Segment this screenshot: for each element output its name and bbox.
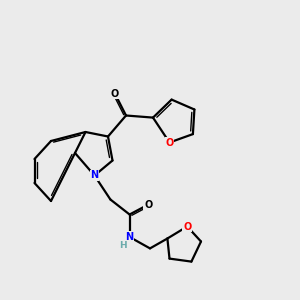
Text: O: O (144, 200, 152, 210)
Text: O: O (165, 137, 174, 148)
Text: N: N (125, 232, 134, 242)
Text: O: O (111, 88, 119, 99)
Text: O: O (183, 221, 191, 232)
Text: H: H (119, 242, 127, 250)
Text: N: N (90, 170, 99, 181)
